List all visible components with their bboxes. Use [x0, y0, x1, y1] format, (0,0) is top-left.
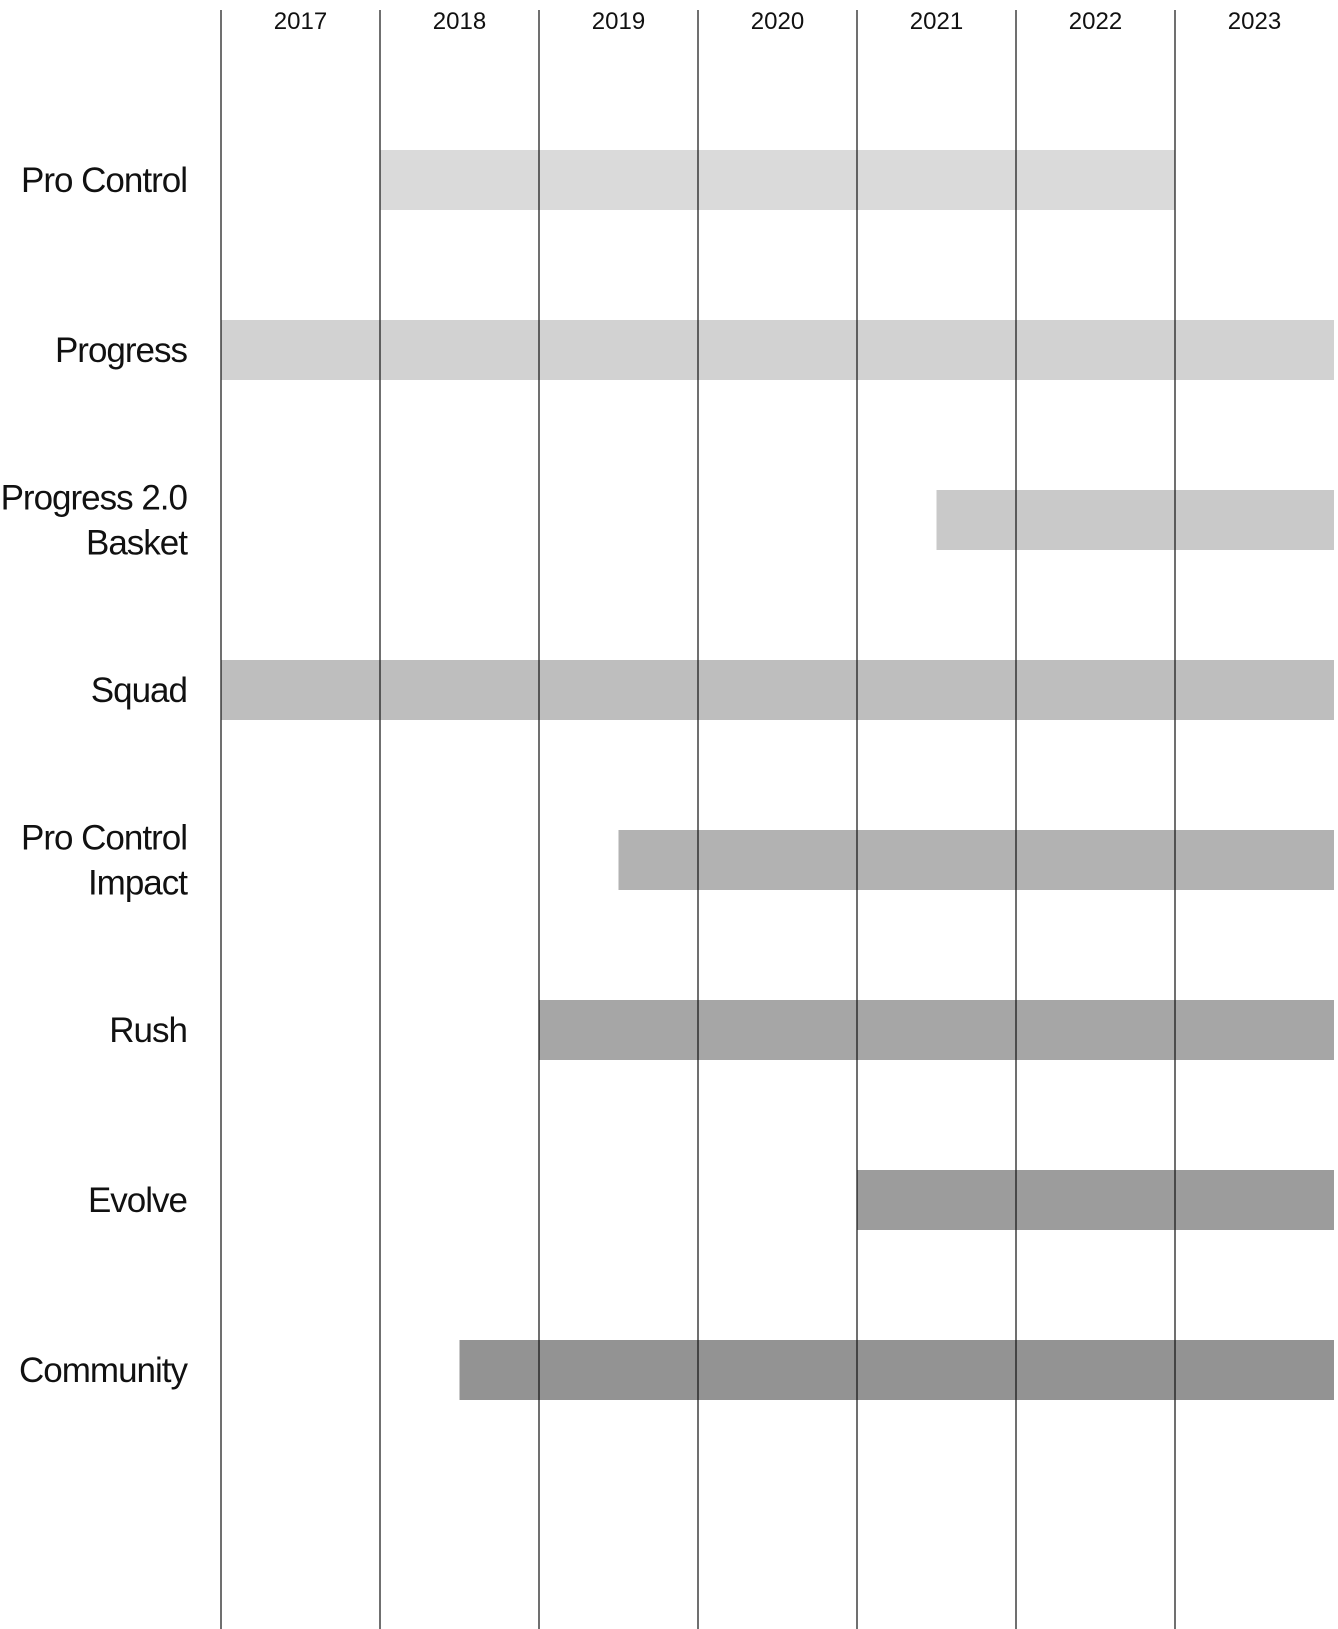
- bar-1: [221, 320, 1334, 380]
- year-label-2018: 2018: [433, 8, 486, 35]
- row-label-6-line-0: Evolve: [88, 1181, 187, 1220]
- row-label-4-line-1: Impact: [88, 864, 188, 903]
- row-label-2-line-1: Basket: [86, 524, 188, 563]
- bar-7: [459, 1340, 1334, 1400]
- row-label-7-line-0: Community: [19, 1351, 188, 1390]
- year-label-2021: 2021: [910, 8, 963, 35]
- bar-2: [936, 490, 1334, 550]
- year-label-2022: 2022: [1069, 8, 1122, 35]
- row-labels-layer: Pro Control Progress Progress 2.0 Basket Squ…: [1, 161, 190, 1390]
- row-label-1-line-0: Progress: [55, 331, 188, 370]
- row-label-4-line-0: Pro Control: [21, 819, 187, 858]
- bar-6: [857, 1170, 1334, 1230]
- row-label-5-line-0: Rush: [109, 1011, 187, 1050]
- bar-3: [221, 660, 1334, 720]
- grid-layer: [220, 10, 1176, 1629]
- year-label-2023: 2023: [1228, 8, 1281, 35]
- row-label-2-line-0: Progress 2.0: [1, 479, 188, 518]
- year-label-2019: 2019: [592, 8, 645, 35]
- year-labels-layer: 2017 2018 2019 2020 2021 2022 2023: [274, 8, 1281, 35]
- bar-4: [618, 830, 1334, 890]
- row-label-3-line-0: Squad: [91, 671, 187, 710]
- year-label-2017: 2017: [274, 8, 327, 35]
- bars-layer: [221, 150, 1334, 1400]
- row-label-0-line-0: Pro Control: [21, 161, 187, 200]
- year-label-2020: 2020: [751, 8, 804, 35]
- bar-0: [380, 150, 1175, 210]
- bar-5: [539, 1000, 1334, 1060]
